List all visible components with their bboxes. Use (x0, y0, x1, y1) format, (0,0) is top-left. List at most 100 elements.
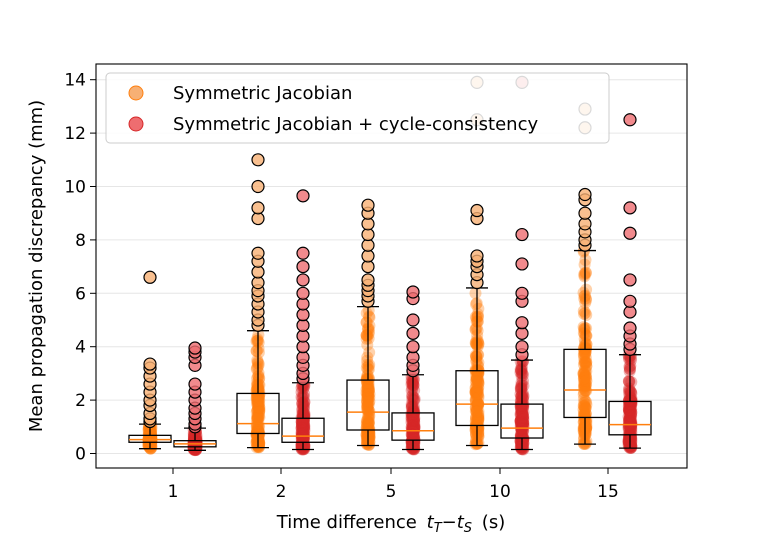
data-point (363, 395, 376, 408)
data-point (577, 433, 590, 446)
x-axis-label: Time difference tT−tS (s) (276, 512, 505, 535)
data-point (251, 426, 264, 439)
data-point (516, 417, 529, 430)
data-point (516, 393, 529, 406)
data-point (471, 421, 484, 434)
data-point (470, 369, 483, 382)
data-point (580, 322, 593, 335)
data-point (580, 338, 593, 351)
data-point (624, 404, 637, 417)
data-point (361, 395, 374, 408)
data-point (469, 363, 482, 376)
data-point (361, 383, 374, 396)
data-point (580, 356, 593, 369)
data-point (622, 436, 635, 449)
data-point (578, 378, 591, 391)
data-point (298, 419, 311, 432)
data-point (298, 409, 311, 422)
data-point (472, 428, 485, 441)
data-point (623, 411, 636, 424)
outlier-point (623, 321, 637, 335)
data-point (514, 414, 527, 427)
y-tick-label: 14 (64, 71, 86, 91)
data-point (406, 432, 419, 445)
data-point (515, 437, 528, 450)
data-point (515, 399, 528, 412)
data-point (471, 384, 484, 397)
data-point (188, 440, 201, 453)
scatter-points (142, 244, 638, 457)
data-point (624, 432, 637, 445)
data-point (188, 436, 201, 449)
data-point (517, 433, 530, 446)
data-point (516, 425, 529, 438)
data-point (362, 422, 375, 435)
data-point (144, 425, 157, 438)
data-point (252, 400, 265, 413)
data-point (187, 439, 200, 452)
data-point (408, 433, 421, 446)
data-point (408, 433, 421, 446)
data-point (517, 442, 530, 455)
data-point (143, 435, 156, 448)
data-point (297, 427, 310, 440)
data-point (622, 400, 635, 413)
data-point (516, 406, 529, 419)
data-point (472, 377, 485, 390)
data-point (579, 292, 592, 305)
data-point (622, 432, 635, 445)
data-point (515, 404, 528, 417)
outlier-point (188, 341, 202, 355)
data-point (297, 413, 310, 426)
data-point (469, 365, 482, 378)
data-point (190, 439, 203, 452)
data-point (253, 405, 266, 418)
data-point (360, 437, 373, 450)
data-point (623, 437, 636, 450)
data-point (625, 430, 638, 443)
data-point (580, 359, 593, 372)
outlier-point (515, 316, 529, 330)
data-point (297, 414, 310, 427)
data-point (407, 410, 420, 423)
data-point (625, 397, 638, 410)
data-point (296, 434, 309, 447)
data-point (298, 396, 311, 409)
data-point (253, 388, 266, 401)
data-point (144, 434, 157, 447)
data-point (577, 425, 590, 438)
data-point (578, 422, 591, 435)
data-point (362, 415, 375, 428)
data-point (295, 386, 308, 399)
data-point (624, 403, 637, 416)
data-point (406, 408, 419, 421)
data-point (250, 428, 263, 441)
x-tick-label: 15 (597, 482, 619, 502)
data-point (514, 441, 527, 454)
data-point (407, 441, 420, 454)
data-point (515, 380, 528, 393)
data-point (189, 442, 202, 455)
y-tick-label: 4 (75, 338, 86, 358)
data-point (516, 369, 529, 382)
data-point (470, 380, 483, 393)
data-point (580, 330, 593, 343)
data-point (144, 437, 157, 450)
legend: Symmetric Jacobian Symmetric Jacobian + … (105, 72, 610, 144)
data-point (407, 404, 420, 417)
data-point (143, 435, 156, 448)
data-point (625, 394, 638, 407)
data-point (472, 413, 485, 426)
data-point (580, 378, 593, 391)
data-point (407, 426, 420, 439)
outlier-point (296, 246, 310, 260)
data-point (361, 418, 374, 431)
data-point (252, 435, 265, 448)
data-point (190, 430, 203, 443)
data-point (189, 439, 202, 452)
data-point (360, 362, 373, 375)
data-point (297, 422, 310, 435)
data-point (360, 438, 373, 451)
data-point (361, 380, 374, 393)
data-point (252, 398, 265, 411)
